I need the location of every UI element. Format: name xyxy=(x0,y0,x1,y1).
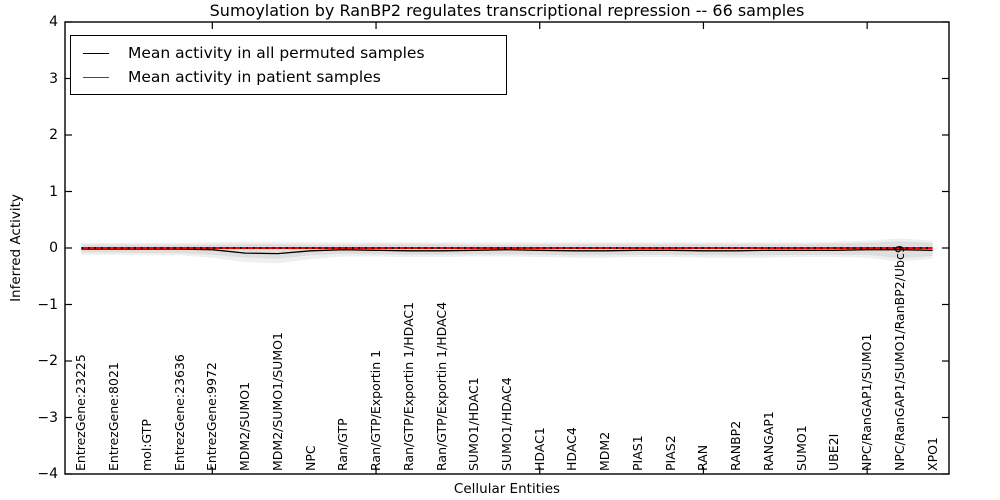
x-tick-label: MDM2/SUMO1/SUMO1 xyxy=(269,332,285,471)
x-tick-label: PIAS1 xyxy=(629,435,645,471)
x-tick-label: RANBP2 xyxy=(728,420,744,471)
x-tick-label: HDAC4 xyxy=(564,427,580,471)
x-tick-label: XPO1 xyxy=(924,437,940,471)
x-tick-label: Ran/GTP/Exportin 1 xyxy=(368,349,384,471)
y-tick-label: 1 xyxy=(49,183,58,200)
y-tick-label: −1 xyxy=(37,296,58,313)
y-tick-label: 4 xyxy=(49,14,58,30)
x-tick-label: EntrezGene:23636 xyxy=(171,354,187,471)
x-tick-label: NPC/RanGAP1/SUMO1/RanBP2/Ubc9 xyxy=(891,245,907,471)
x-tick-label: EntrezGene:8021 xyxy=(106,362,122,471)
legend-line-sample-icon xyxy=(83,76,109,78)
x-tick-label: HDAC1 xyxy=(531,427,547,471)
legend-line-sample-icon xyxy=(83,52,109,54)
x-tick-label: UBE2I xyxy=(826,433,842,471)
legend-entry: Mean activity in all permuted samples xyxy=(83,43,506,62)
y-tick-label: −3 xyxy=(37,409,58,426)
y-tick-label: −2 xyxy=(37,353,58,369)
x-tick-label: mol:GTP xyxy=(138,419,154,471)
y-tick-label: 0 xyxy=(49,240,58,256)
legend: Mean activity in all permuted samples Mea… xyxy=(70,35,507,95)
x-tick-label: NPC/RanGAP1/SUMO1 xyxy=(859,333,875,471)
x-tick-label: Ran/GTP/Exportin 1/HDAC4 xyxy=(433,301,449,471)
y-tick-label: 3 xyxy=(49,70,58,87)
y-tick-label: 2 xyxy=(49,127,58,143)
x-tick-label: RAN xyxy=(695,444,711,471)
legend-label: Mean activity in patient samples xyxy=(128,67,381,86)
x-tick-label: NPC xyxy=(302,445,318,471)
x-tick-label: SUMO1 xyxy=(793,425,809,471)
x-tick-label: SUMO1/HDAC4 xyxy=(499,377,514,471)
x-tick-label: RANGAP1 xyxy=(760,411,776,471)
x-tick-label: MDM2/SUMO1 xyxy=(237,381,253,471)
x-tick-label: Ran/GTP/Exportin 1/HDAC1 xyxy=(400,301,416,471)
legend-entry: Mean activity in patient samples xyxy=(83,67,506,86)
x-tick-label: EntrezGene:9972 xyxy=(204,362,220,471)
legend-label: Mean activity in all permuted samples xyxy=(128,43,425,62)
x-tick-label: PIAS2 xyxy=(662,435,678,471)
series-line-0 xyxy=(81,248,933,255)
chart-title: Sumoylation by RanBP2 regulates transcri… xyxy=(209,1,805,20)
x-tick-label: EntrezGene:23225 xyxy=(73,354,89,471)
x-tick-label: Ran/GTP xyxy=(335,418,351,471)
y-tick-label: −4 xyxy=(37,466,58,482)
x-tick-label: SUMO1/HDAC1 xyxy=(466,377,482,471)
x-axis-title: Cellular Entities xyxy=(453,481,561,497)
x-tick-label: MDM2 xyxy=(597,431,613,471)
